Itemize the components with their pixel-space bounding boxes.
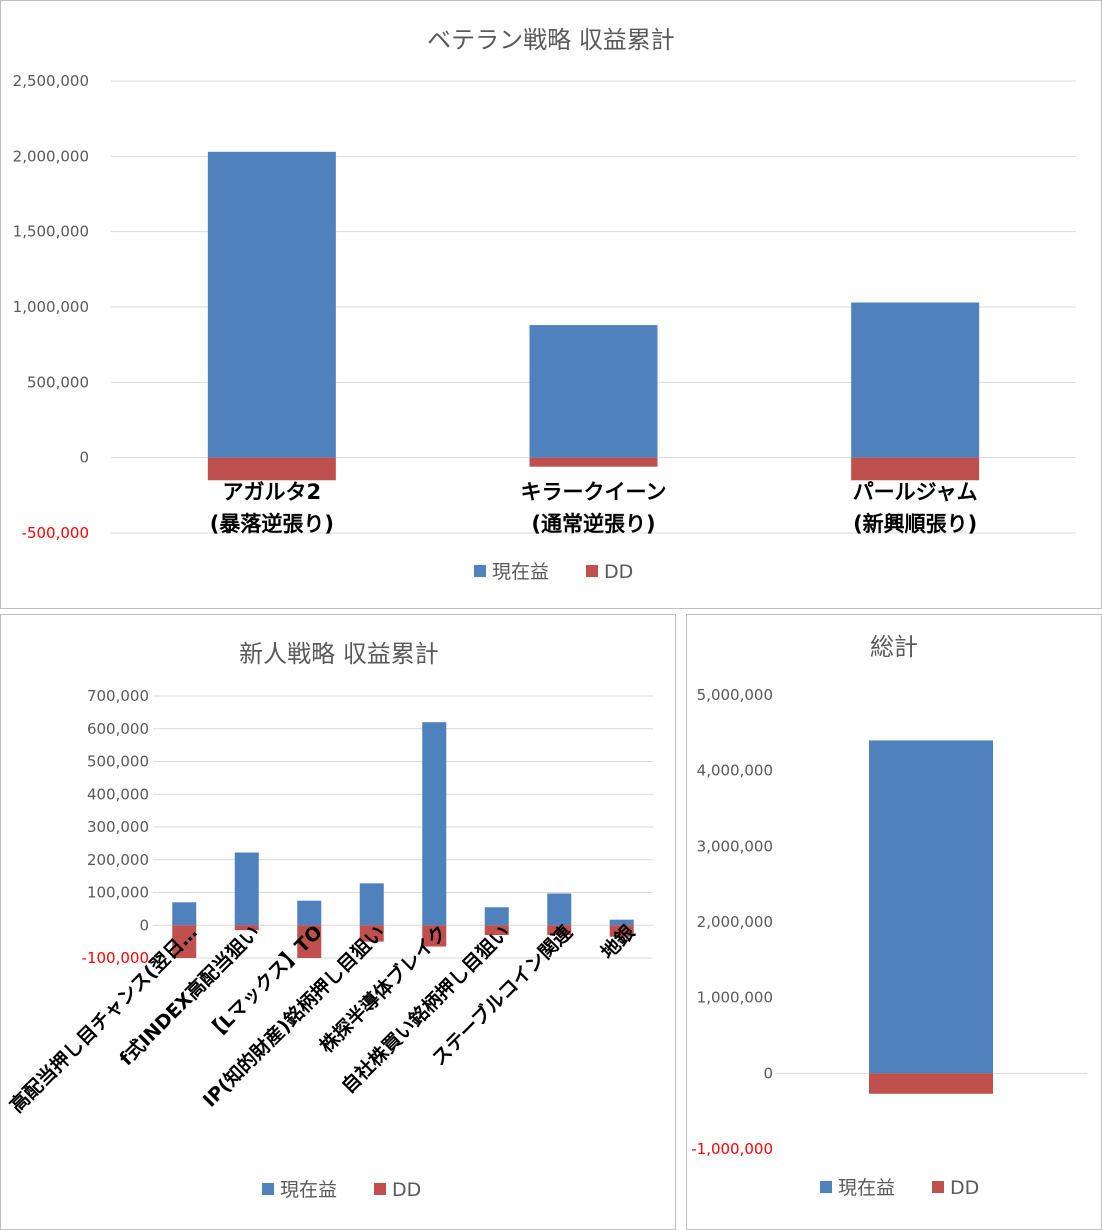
y-tick-label: 700,000 [87,687,149,705]
legend-dd-label: DD [392,1179,421,1201]
x-category-label: アガルタ2 [223,480,322,504]
x-category-label: (暴落逆張り) [210,512,334,536]
veteran-chart-panel: ベテラン戦略 収益累計 -500,000 0 500,000 1,000,000 1,50… [0,0,1102,609]
bar-dd [529,457,658,467]
y-tick-label: 2,000,000 [13,147,89,165]
x-category-label: (通常逆張り) [531,512,655,536]
legend-dd-swatch [374,1183,386,1195]
y-tick-label: 2,500,000 [13,72,89,90]
chart-title: 新人戦略 収益累計 [239,640,439,668]
chart-title: 総計 [870,633,918,661]
y-tick-label: 500,000 [87,753,149,771]
x-category-label: キラークイーン [521,480,667,504]
newcomer-chart: 新人戦略 収益累計 -100,000 0 100,000 200,000 300,000 4… [5,640,653,1201]
bar-profit [297,900,322,926]
y-tick-label: 4,000,000 [697,762,773,780]
bar-profit [851,302,980,458]
bar-dd [297,925,322,958]
bar-profit [172,902,197,926]
legend-dd-label: DD [950,1177,979,1199]
y-tick-label: 100,000 [87,884,149,902]
bar-profit [609,919,634,926]
y-tick-label: 1,000,000 [13,298,89,316]
y-tick-label: 0 [139,916,149,934]
legend-profit-swatch [262,1183,274,1195]
bar-profit [529,325,658,458]
y-tick-label: 400,000 [87,785,149,803]
y-tick-label: -100,000 [82,949,149,967]
y-tick-label: 0 [763,1064,773,1082]
y-tick-label: 500,000 [27,373,89,391]
legend-dd-swatch [932,1181,944,1193]
newcomer-chart-panel: 新人戦略 収益累計 -100,000 0 100,000 200,000 300,000 4… [0,614,676,1230]
y-tick-label: -1,000,000 [691,1140,773,1158]
total-chart: 総計 -1,000,000 0 1,000,000 2,000,000 3,000,000… [691,633,1087,1199]
y-tick-label: 0 [79,449,89,467]
y-tick-label: 5,000,000 [697,686,773,704]
bar-dd [422,925,447,947]
legend-dd-swatch [586,565,598,577]
bar-dd [851,457,980,481]
total-chart-panel: 総計 -1,000,000 0 1,000,000 2,000,000 3,000,000… [686,614,1102,1230]
y-tick-label: 2,000,000 [697,913,773,931]
bar-dd [234,925,259,931]
bar-dd [869,1073,993,1094]
bar-profit [547,893,572,926]
y-tick-label: 3,000,000 [697,837,773,855]
y-tick-label: 600,000 [87,720,149,738]
legend-dd-label: DD [604,561,633,583]
chart-title: ベテラン戦略 収益累計 [427,26,675,54]
bar-profit [359,883,384,926]
x-category-label: パールジャム [853,480,978,504]
legend-profit-swatch [474,565,486,577]
bar-dd [207,457,336,481]
bar-profit [207,151,336,458]
y-tick-label: 1,000,000 [697,989,773,1007]
bar-dd [609,925,634,937]
bar-dd [547,925,572,936]
y-tick-label: -500,000 [22,524,89,542]
legend-profit-label: 現在益 [492,561,549,583]
y-tick-label: 1,500,000 [13,223,89,241]
bar-profit [484,907,509,926]
veteran-chart: ベテラン戦略 収益累計 -500,000 0 500,000 1,000,000 1,50… [13,26,1076,583]
bar-dd [359,925,384,942]
legend-profit-label: 現在益 [280,1179,337,1201]
bar-profit [234,852,259,926]
x-category-label: 【Lマックス】TO [201,921,327,1047]
y-tick-label: 200,000 [87,851,149,869]
bar-profit [422,722,447,926]
bar-dd [172,925,197,958]
bar-profit [869,740,993,1074]
bar-dd [484,925,509,936]
x-category-label: (新興順張り) [853,512,977,536]
legend-profit-swatch [820,1181,832,1193]
y-tick-label: 300,000 [87,818,149,836]
legend-profit-label: 現在益 [838,1177,895,1199]
